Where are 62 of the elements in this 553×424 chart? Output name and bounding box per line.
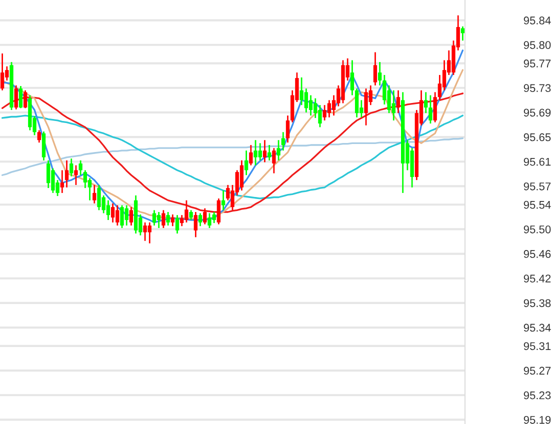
candlestick [249,144,253,166]
y-tick-label: 95.77 [524,60,551,68]
candlestick [396,90,400,114]
y-tick-label: 95.54 [524,200,551,209]
y-tick-label: 95.73 [524,84,551,92]
candlestick [272,147,276,174]
candlestick [152,209,156,226]
candlestick [286,114,290,144]
candlestick [74,164,78,186]
candlestick [70,158,74,178]
candlestick [267,144,272,162]
candlestick [83,170,88,189]
candlestick [156,211,161,229]
candlestick [23,90,28,109]
candlestick [14,84,18,110]
candlestick [194,211,198,238]
candlestick [308,94,313,116]
y-tick-label: 95.69 [524,108,551,117]
candlestick [110,202,115,224]
candlestick [281,131,285,152]
candlestick [198,212,202,227]
y-tick-label: 95.38 [524,299,551,308]
candlestick [0,52,4,92]
candlestick [78,160,82,176]
candlestick [64,160,69,188]
candlestick [276,139,280,162]
candlestick [170,214,174,227]
y-tick-label: 95.19 [524,416,551,424]
candlestick [244,150,248,176]
candlestick [240,160,244,192]
candlestick [438,74,442,101]
candlestick [378,61,382,86]
candlestick [203,208,207,225]
y-tick-label: 95.57 [524,182,551,190]
candlestick [18,85,23,109]
y-tick-label: 95.42 [524,274,551,282]
y-tick-label: 95.23 [524,391,551,400]
y-tick-label: 95.84 [524,16,551,24]
y-tick-label: 95.34 [524,324,551,332]
candlestick [42,130,46,162]
candlestick [424,91,428,114]
candlestick [129,206,134,226]
candlestick [428,94,432,124]
candlestick [92,184,96,204]
candlestick [37,130,41,144]
candlestick [350,60,354,96]
candlestick [433,91,437,123]
candlestick [373,52,378,86]
candlestick [162,209,166,229]
y-tick-label: 95.61 [524,158,551,166]
candlestick [166,211,170,226]
candlestick [175,214,180,234]
y-tick-label: 95.50 [524,225,551,234]
candlestick [216,198,221,225]
candlestick [60,170,64,194]
candlestick [189,209,193,221]
candlestick [262,139,267,163]
y-tick-label: 95.31 [524,342,551,350]
y-tick-label: 95.46 [524,250,551,258]
y-tick-label: 95.80 [524,41,551,49]
y-tick-label: 95.27 [524,366,551,375]
y-tick-label: 95.65 [524,133,551,142]
